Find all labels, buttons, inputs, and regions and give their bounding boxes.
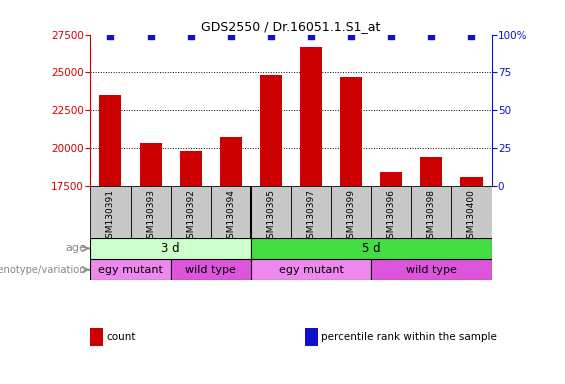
Bar [131,186,171,238]
Bar [99,95,121,186]
Title: GDS2550 / Dr.16051.1.S1_at: GDS2550 / Dr.16051.1.S1_at [201,20,381,33]
Bar [300,47,322,186]
Bar [331,186,371,238]
Bar [140,144,162,186]
Text: percentile rank within the sample: percentile rank within the sample [321,332,497,342]
Bar [371,259,492,280]
Point [347,33,356,39]
Text: GSM130395: GSM130395 [267,189,275,245]
Bar [460,177,483,186]
Bar [211,186,251,238]
Text: GSM130394: GSM130394 [227,189,235,244]
Bar [90,238,251,259]
Point [427,33,436,39]
Bar [260,75,282,186]
Bar [90,186,131,238]
Bar [251,186,291,238]
Bar [371,186,411,238]
Text: GSM130400: GSM130400 [467,189,476,244]
Point [306,33,315,39]
Point [106,33,115,39]
Text: GSM130399: GSM130399 [347,189,355,245]
Text: genotype/variation: genotype/variation [0,265,86,275]
Text: GSM130398: GSM130398 [427,189,436,245]
Text: egy mutant: egy mutant [279,265,344,275]
Text: 3 d: 3 d [162,242,180,255]
Point [146,33,155,39]
Text: GSM130397: GSM130397 [307,189,315,245]
Bar [90,259,171,280]
Text: wild type: wild type [185,265,236,275]
Bar [251,259,371,280]
Text: wild type: wild type [406,265,457,275]
Bar [411,186,451,238]
Point [186,33,195,39]
Text: GSM130391: GSM130391 [106,189,115,245]
Text: 5 d: 5 d [362,242,380,255]
Point [226,33,236,39]
Bar [171,259,251,280]
Text: count: count [106,332,136,342]
Bar [220,137,242,186]
Point [267,33,276,39]
Text: GSM130396: GSM130396 [387,189,396,245]
Point [387,33,396,39]
Text: age: age [66,243,86,253]
Bar [420,157,442,186]
Text: GSM130393: GSM130393 [146,189,155,245]
Bar [380,172,402,186]
Bar [340,77,362,186]
Text: egy mutant: egy mutant [98,265,163,275]
Bar [171,186,211,238]
Bar [180,151,202,186]
Bar [251,238,492,259]
Point [467,33,476,39]
Bar [291,186,331,238]
Text: GSM130392: GSM130392 [186,189,195,244]
Bar [451,186,492,238]
